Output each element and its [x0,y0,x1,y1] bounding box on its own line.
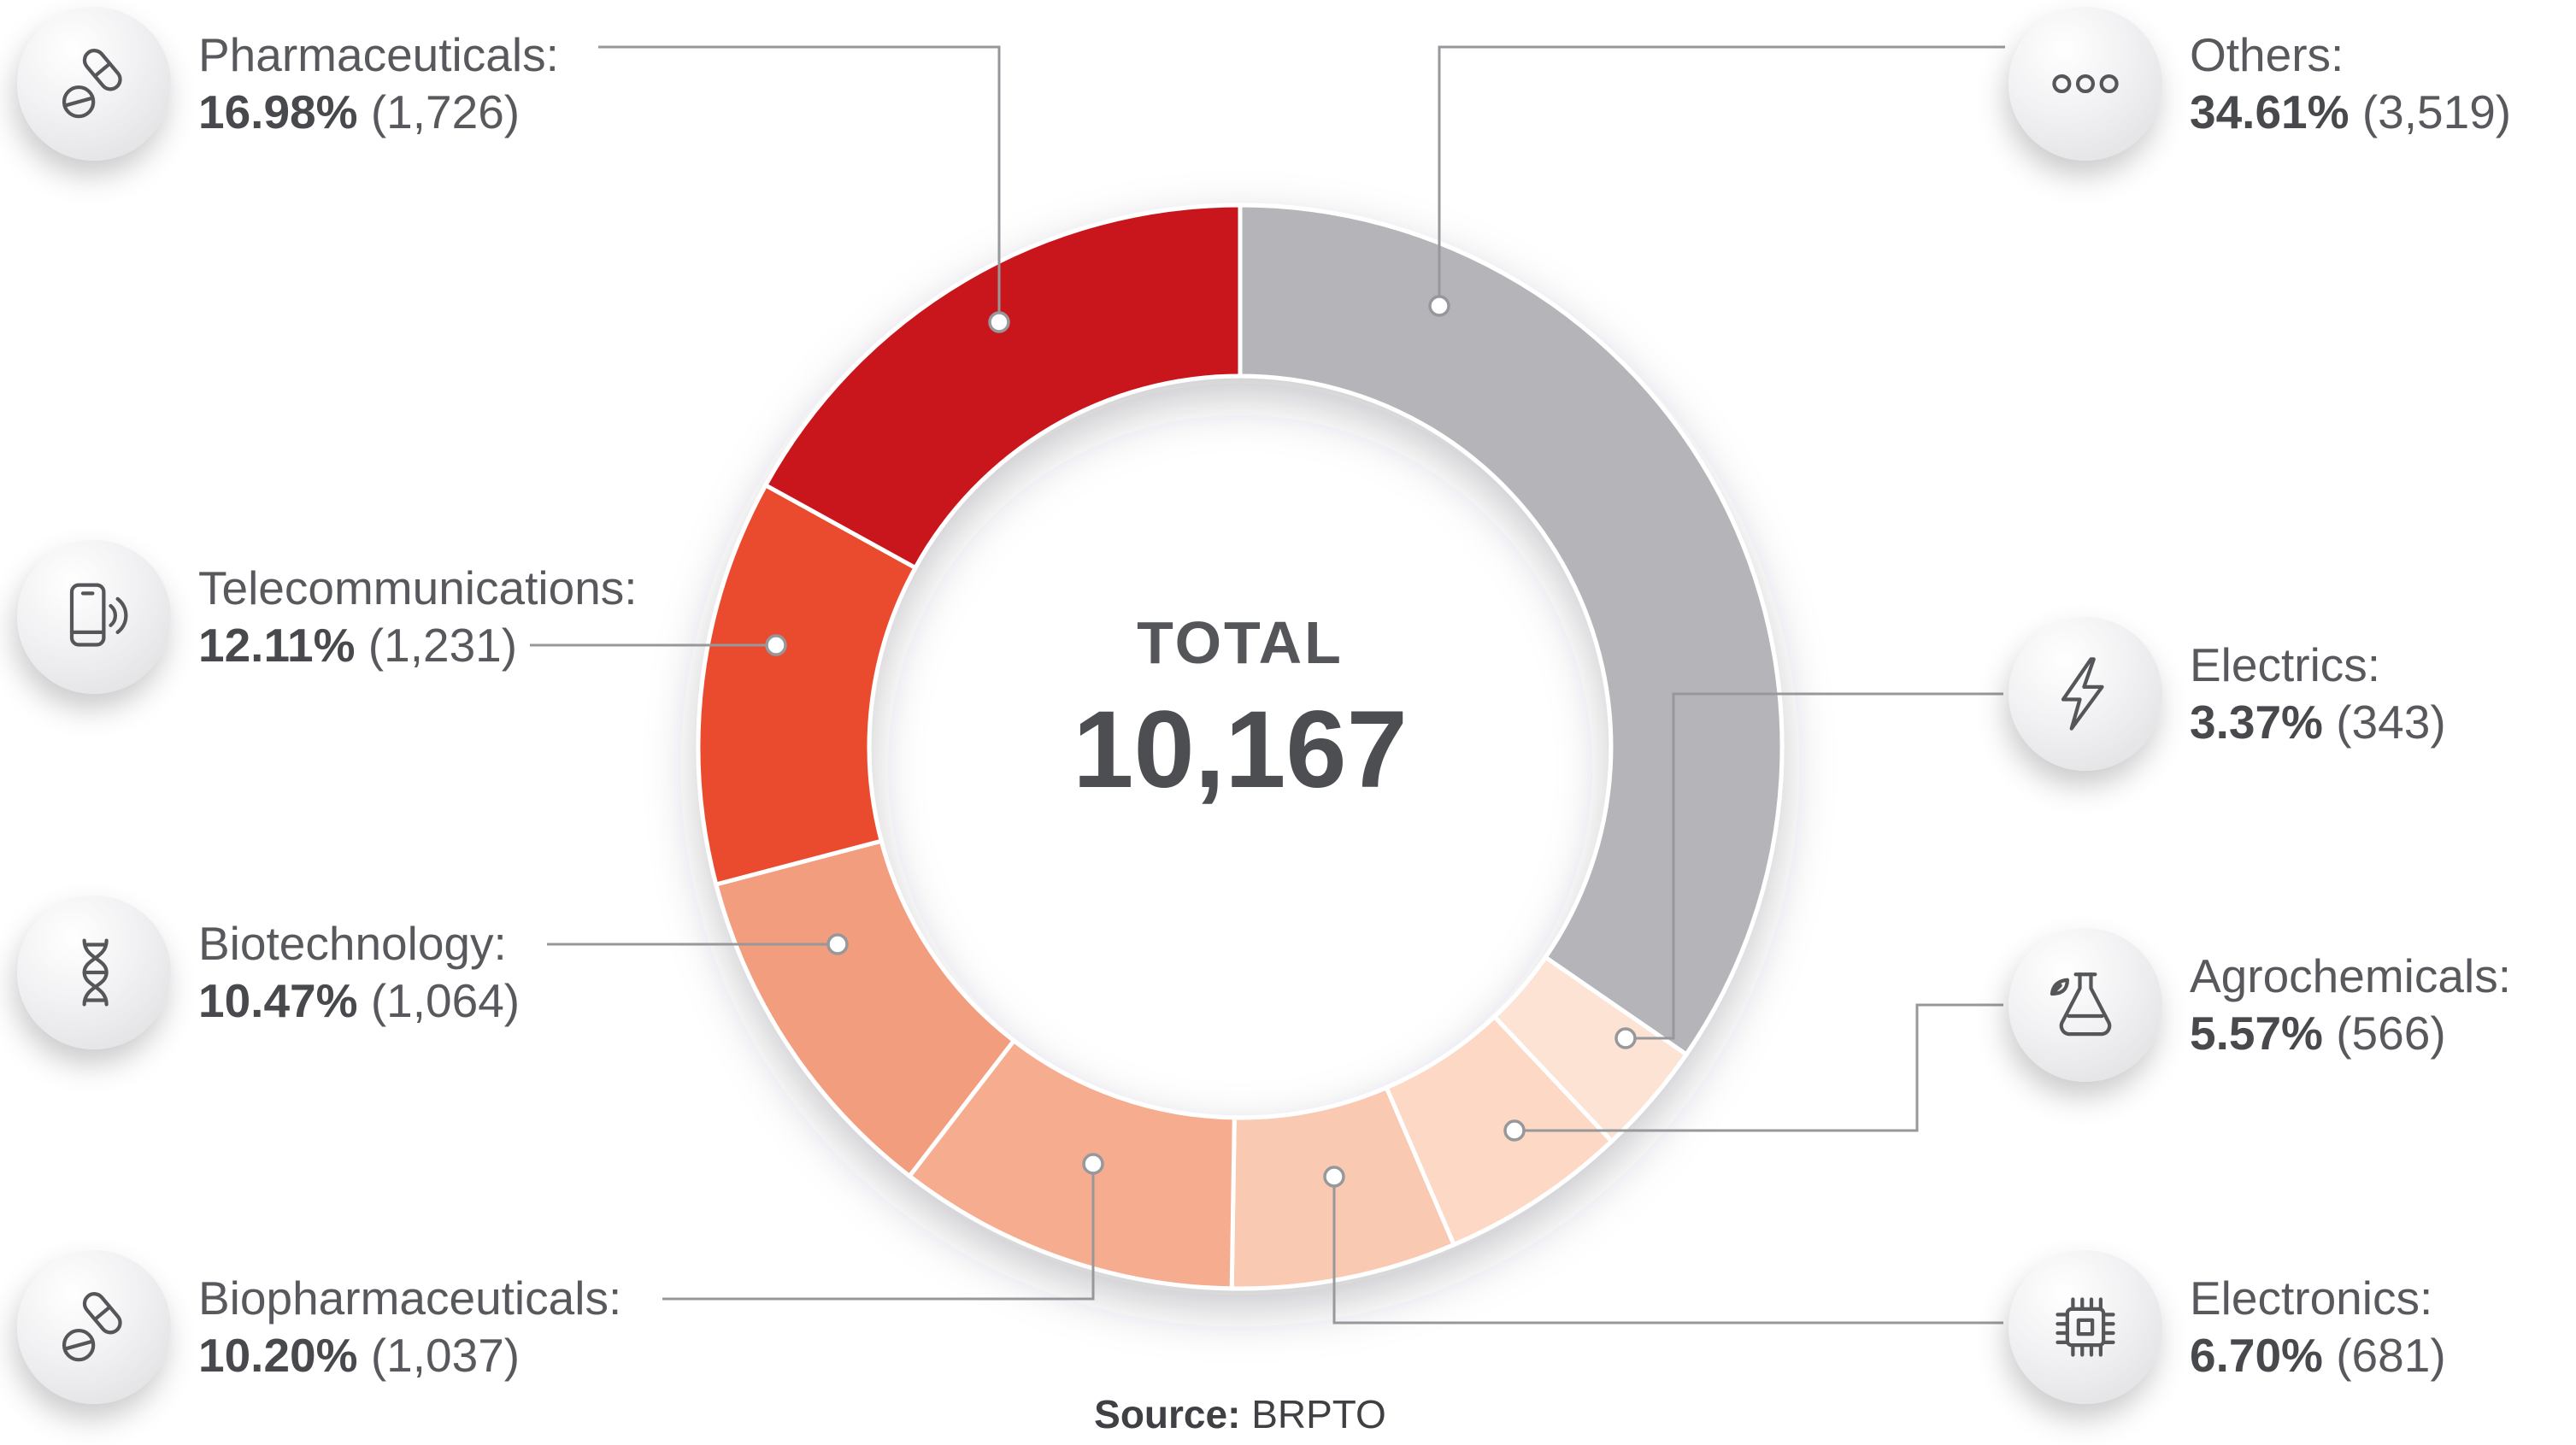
leader-dot [1503,1119,1526,1142]
leader-line [662,1164,1095,1301]
three-dots-icon [2008,7,2162,161]
leader-lines [530,45,2005,1325]
category-pct: 6.70% [2190,1329,2323,1382]
legend-pharmaceuticals: Pharmaceuticals: 16.98% (1,726) [17,7,559,161]
chip-icon [2008,1250,2162,1404]
leader-line [598,45,1001,322]
leader-line [1514,1003,2003,1132]
lightning-icon [2008,617,2162,771]
category-count: (343) [2336,696,2446,749]
leader-line [1332,1177,2003,1325]
category-pct: 3.37% [2190,696,2323,749]
legend-electronics: Electronics: 6.70% (681) [2008,1250,2446,1404]
dna-icon [17,896,171,1049]
category-count: (1,726) [370,85,520,138]
leader-dot [826,933,849,955]
category-pct: 5.57% [2190,1007,2323,1060]
flask-leaf-icon [2050,972,2112,1037]
source-note: Source: BRPTO [1094,1391,1386,1437]
category-label: Telecommunications: [198,561,638,614]
category-label: Others: [2190,28,2344,81]
leader-dot [765,634,787,656]
legend-agrochemicals: Agrochemicals: 5.57% (566) [2008,928,2511,1082]
category-label: Biotechnology: [198,917,507,970]
source-label: Source: [1094,1392,1241,1436]
capsule-pill-icon [62,49,122,119]
category-pct: 34.61% [2190,85,2350,138]
category-pct: 12.11% [198,619,356,672]
leader-dot [1614,1027,1637,1049]
pills-icon [17,1250,171,1404]
chip-icon [2056,1297,2115,1357]
category-count: (1,064) [370,974,520,1027]
leader-line [1438,45,2005,306]
category-count: (566) [2336,1007,2446,1060]
leader-dot [1082,1153,1104,1175]
donut-center-value: 10,167 [1073,689,1408,811]
pills-icon [62,1292,122,1362]
category-count: (1,037) [370,1329,520,1382]
donut-center-title: TOTAL [1137,609,1344,676]
legend-electrics: Electrics: 3.37% (343) [2008,617,2446,771]
flask-leaf-icon [2008,928,2162,1082]
category-pct: 16.98% [198,85,358,138]
legend-telecommunications: Telecommunications: 12.11% (1,231) [17,540,638,694]
legend-biotechnology: Biotechnology: 10.47% (1,064) [17,896,520,1049]
leader-line [1626,692,2003,1040]
category-label: Biopharmaceuticals: [198,1272,622,1325]
category-label: Electronics: [2190,1272,2433,1325]
smartphone-signal-icon [69,583,128,647]
category-count: (681) [2336,1329,2446,1382]
source-value: BRPTO [1251,1392,1386,1436]
category-label: Agrochemicals: [2190,949,2511,1002]
category-label: Electrics: [2190,638,2381,691]
leader-dot [1428,295,1450,317]
donut-segment-pharmaceuticals [762,203,1243,571]
donut-chart [696,203,1785,1291]
category-pct: 10.20% [198,1329,358,1382]
legend-biopharmaceuticals: Biopharmaceuticals: 10.20% (1,037) [17,1250,621,1404]
category-count: (3,519) [2361,85,2512,138]
category-label: Pharmaceuticals: [198,28,559,81]
dna-icon [82,938,109,1007]
three-dots-icon [2052,73,2119,94]
legend-others: Others: 34.61% (3,519) [2008,7,2511,161]
category-pct: 10.47% [198,974,358,1027]
donut-center: TOTAL 10,167 [1073,608,1408,813]
leader-dot [1323,1166,1345,1188]
capsule-pill-icon [17,7,171,161]
leader-dot [988,311,1010,333]
donut-segment-others [1238,203,1785,1058]
lightning-icon [2061,657,2104,731]
smartphone-signal-icon [17,540,171,694]
category-count: (1,231) [368,619,518,672]
